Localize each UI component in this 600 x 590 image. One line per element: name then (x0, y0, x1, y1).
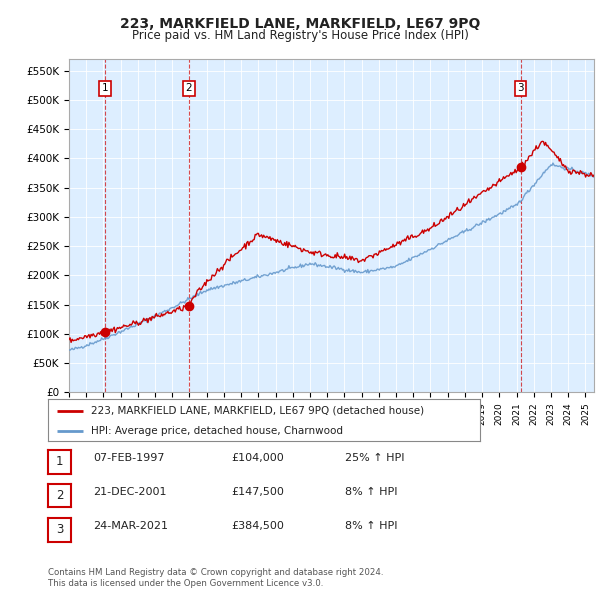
Text: Contains HM Land Registry data © Crown copyright and database right 2024.
This d: Contains HM Land Registry data © Crown c… (48, 568, 383, 588)
Text: 2: 2 (56, 489, 63, 502)
Text: 07-FEB-1997: 07-FEB-1997 (93, 454, 164, 463)
Text: £384,500: £384,500 (231, 522, 284, 531)
Text: 1: 1 (102, 83, 109, 93)
Text: 8% ↑ HPI: 8% ↑ HPI (345, 487, 398, 497)
Text: 2: 2 (185, 83, 192, 93)
Text: 3: 3 (517, 83, 524, 93)
Text: 21-DEC-2001: 21-DEC-2001 (93, 487, 167, 497)
Text: £104,000: £104,000 (231, 454, 284, 463)
Text: 223, MARKFIELD LANE, MARKFIELD, LE67 9PQ (detached house): 223, MARKFIELD LANE, MARKFIELD, LE67 9PQ… (91, 406, 424, 416)
Text: HPI: Average price, detached house, Charnwood: HPI: Average price, detached house, Char… (91, 426, 343, 435)
Text: 1: 1 (56, 455, 63, 468)
Text: 25% ↑ HPI: 25% ↑ HPI (345, 454, 404, 463)
Text: £147,500: £147,500 (231, 487, 284, 497)
Text: Price paid vs. HM Land Registry's House Price Index (HPI): Price paid vs. HM Land Registry's House … (131, 30, 469, 42)
Text: 3: 3 (56, 523, 63, 536)
Text: 8% ↑ HPI: 8% ↑ HPI (345, 522, 398, 531)
Text: 223, MARKFIELD LANE, MARKFIELD, LE67 9PQ: 223, MARKFIELD LANE, MARKFIELD, LE67 9PQ (120, 17, 480, 31)
Text: 24-MAR-2021: 24-MAR-2021 (93, 522, 168, 531)
